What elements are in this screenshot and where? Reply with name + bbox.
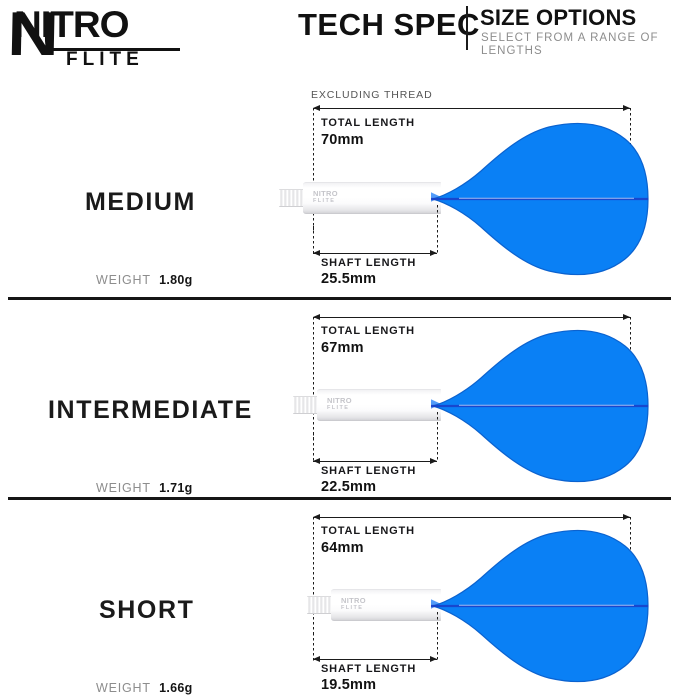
total-length-value-1: 70mm — [321, 132, 364, 148]
total-length-tick-left-3 — [313, 517, 314, 637]
shaft-length-tick-right-1 — [437, 205, 438, 255]
logo-underline — [42, 48, 180, 51]
shaft-length-tick-left-2 — [313, 433, 314, 463]
weight-value-3: 1.66g — [159, 681, 193, 695]
row-divider-1 — [8, 297, 671, 300]
barrel-branding-3: NITRO FLITE — [341, 596, 366, 612]
total-length-label-3: TOTAL LENGTH — [321, 525, 415, 537]
shaft-thread-3 — [307, 596, 333, 614]
dart-flight-2 — [429, 324, 651, 488]
size-name-short: SHORT — [99, 596, 195, 624]
total-length-dimension-line-2 — [313, 314, 630, 320]
shaft-length-tick-right-2 — [437, 412, 438, 462]
total-length-label-2: TOTAL LENGTH — [321, 325, 415, 337]
weight-label-1: WEIGHT — [96, 273, 151, 287]
total-length-label-1: TOTAL LENGTH — [321, 117, 415, 129]
dart-illustration-short: NITRO FLITE — [307, 529, 651, 683]
total-length-value-3: 64mm — [321, 540, 364, 556]
total-length-tick-right-1 — [630, 108, 631, 168]
shaft-length-label-1: SHAFT LENGTH — [321, 257, 417, 269]
total-length-tick-left-2 — [313, 317, 314, 439]
shaft-barrel-3 — [331, 589, 441, 621]
shaft-thread-2 — [293, 396, 319, 414]
shaft-length-dimension-line-1 — [313, 250, 437, 256]
row-divider-2 — [8, 497, 671, 500]
shaft-thread-1 — [279, 189, 305, 207]
barrel-branding-2: NITRO FLITE — [327, 396, 352, 412]
shaft-length-tick-left-1 — [313, 226, 314, 256]
total-length-dimension-line-3 — [313, 514, 630, 520]
weight-short: WEIGHT 1.66g — [96, 682, 193, 695]
weight-medium: WEIGHT 1.80g — [96, 274, 193, 287]
dart-illustration-intermediate: NITRO FLITE — [293, 329, 651, 483]
shaft-length-label-2: SHAFT LENGTH — [321, 465, 417, 477]
shaft-length-value-1: 25.5mm — [321, 271, 377, 287]
section-title: SIZE OPTIONS — [480, 5, 637, 30]
excluding-thread-label-1: EXCLUDING THREAD — [311, 89, 433, 101]
spec-row-medium: EXCLUDING THREAD TOTAL LENGTH 70mm NITRO… — [0, 0, 679, 300]
shaft-barrel-2 — [317, 389, 441, 421]
logo-big-n: N — [6, 0, 60, 69]
section-subtitle: SELECT FROM A RANGE OF LENGTHS — [481, 32, 659, 57]
shaft-length-label-3: SHAFT LENGTH — [321, 663, 417, 675]
shaft-barrel-1 — [303, 182, 441, 214]
sheet-header: N NITRO FLITE TECH SPEC SIZE OPTIONS SEL… — [0, 0, 679, 72]
logo-wordmark: NITRO — [14, 4, 130, 45]
spec-row-intermediate: TOTAL LENGTH 67mm NITRO FLITE SHAFT LENG… — [0, 0, 679, 500]
total-length-tick-right-2 — [630, 317, 631, 373]
weight-value-1: 1.80g — [159, 273, 193, 287]
nitro-flite-logo: N NITRO FLITE — [6, 0, 188, 70]
weight-label-2: WEIGHT — [96, 481, 151, 495]
shaft-length-dimension-line-3 — [313, 656, 437, 662]
dart-flight-3 — [429, 524, 651, 688]
shaft-length-value-2: 22.5mm — [321, 479, 377, 495]
page-title: TECH SPEC — [298, 7, 480, 42]
size-name-intermediate: INTERMEDIATE — [48, 396, 253, 424]
logo-subword: FLITE — [66, 49, 144, 70]
shaft-length-value-3: 19.5mm — [321, 677, 377, 693]
shaft-length-tick-left-3 — [313, 633, 314, 661]
size-name-medium: MEDIUM — [85, 188, 196, 216]
barrel-branding-1: NITRO FLITE — [313, 189, 338, 205]
total-length-value-2: 67mm — [321, 340, 364, 356]
dart-flight-1 — [429, 117, 651, 281]
total-length-tick-right-3 — [630, 517, 631, 571]
shaft-length-dimension-line-2 — [313, 458, 437, 464]
shaft-length-tick-right-3 — [437, 612, 438, 660]
total-length-tick-left-1 — [313, 108, 314, 233]
header-divider — [466, 6, 468, 50]
weight-value-2: 1.71g — [159, 481, 193, 495]
dart-illustration-medium: NITRO FLITE — [279, 122, 651, 276]
weight-intermediate: WEIGHT 1.71g — [96, 482, 193, 495]
weight-label-3: WEIGHT — [96, 681, 151, 695]
total-length-dimension-line-1 — [313, 105, 630, 111]
